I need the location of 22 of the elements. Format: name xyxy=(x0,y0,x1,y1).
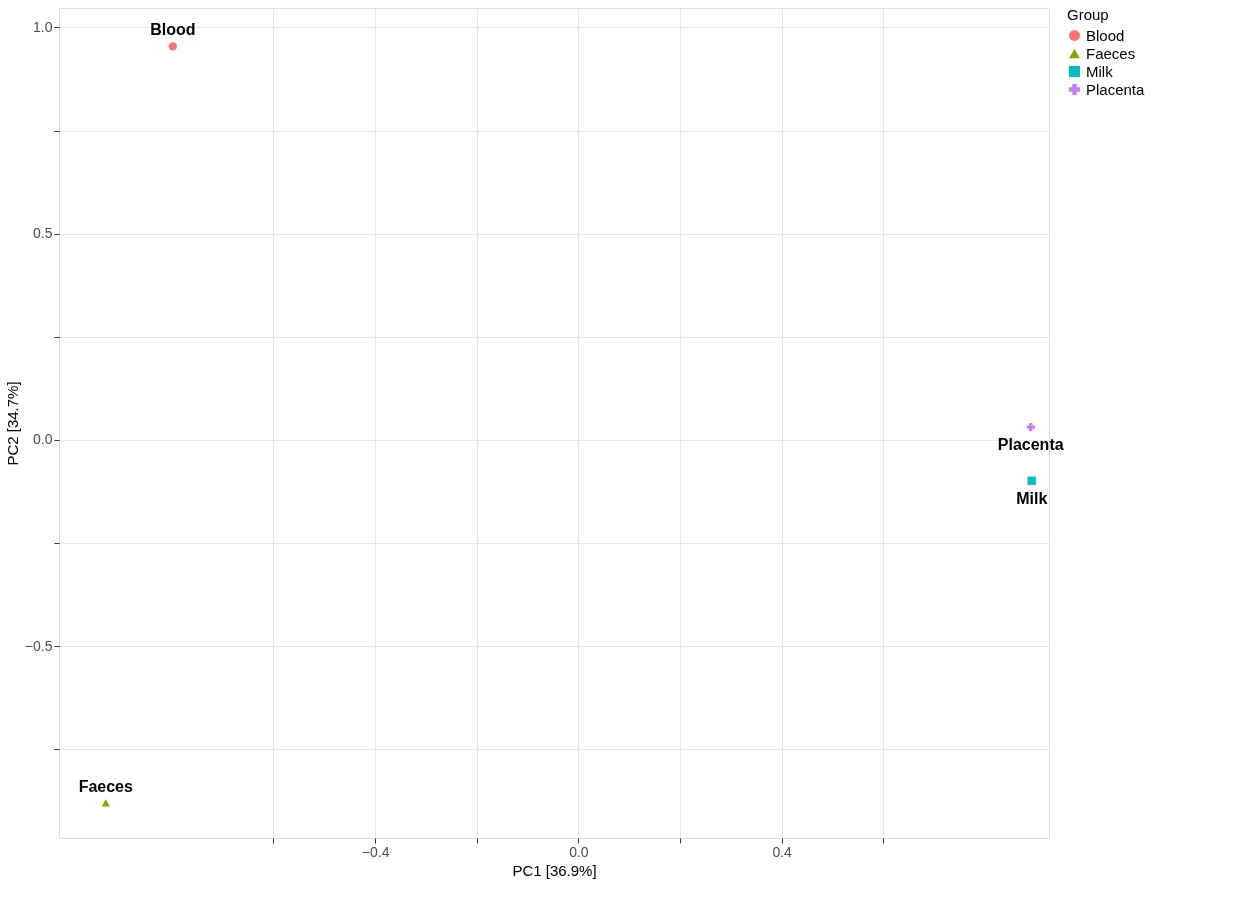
x-tick-label: 0.0 xyxy=(569,843,589,860)
y-axis-title: PC2 [34.7%] xyxy=(3,381,21,466)
legend-title: Group xyxy=(1067,6,1109,23)
x-tick-label: −0.4 xyxy=(361,843,390,860)
point xyxy=(168,42,178,51)
y-tick-label: 0.0 xyxy=(33,431,53,448)
legend-label: Blood xyxy=(1086,26,1125,44)
y-tick-label: −0.5 xyxy=(24,637,53,654)
text: Placenta xyxy=(997,436,1064,454)
x-axis-title: PC1 [36.9%] xyxy=(512,861,597,879)
text: Faeces xyxy=(78,777,133,795)
legend-label: Placenta xyxy=(1086,80,1146,98)
y-tick-label: 1.0 xyxy=(33,18,53,35)
point xyxy=(1027,476,1036,485)
y-tick-label: 0.5 xyxy=(33,225,53,242)
point xyxy=(101,799,110,807)
legend-label: Milk xyxy=(1086,62,1114,80)
x-tick-label: 0.4 xyxy=(772,843,793,860)
point xyxy=(1026,422,1035,432)
text: Milk xyxy=(1016,489,1048,507)
text: Blood xyxy=(150,21,196,39)
legend-label: Faeces xyxy=(1086,44,1136,62)
